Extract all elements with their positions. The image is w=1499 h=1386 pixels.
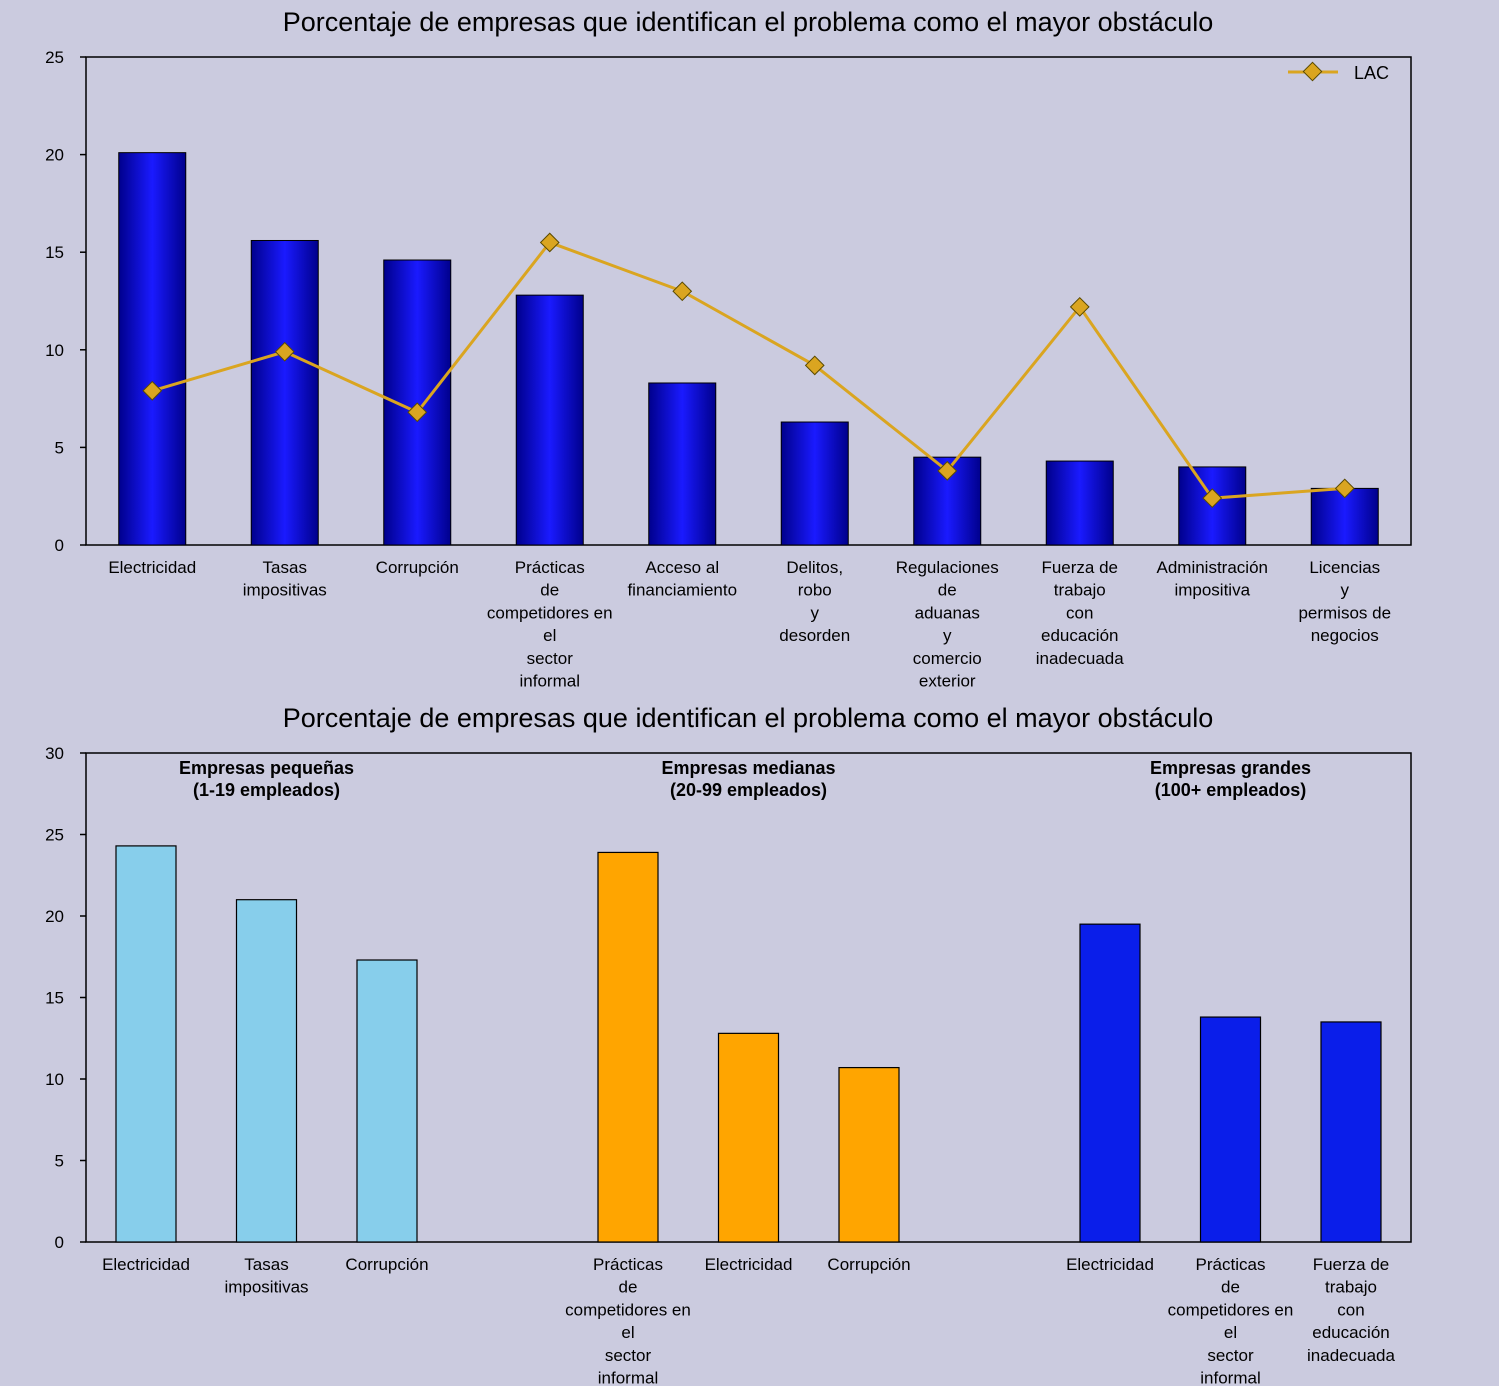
chart-bottom-category-label-1-2: Tasas impositivas (224, 1255, 308, 1297)
chart-top-category-label-9: Administración impositiva (1157, 558, 1269, 600)
chart-top-category-label-6: Delitos, robo y desorden (779, 558, 850, 645)
chart-top-y-tick-label-15: 15 (45, 243, 64, 262)
chart-top-category-label-10: Licencias y permisos de negocios (1298, 558, 1391, 645)
chart-bottom-category-label-2-1: Prácticas de competidores en el sector inform… (565, 1255, 691, 1386)
chart-bottom: Porcentaje de empresas que identifican e… (45, 703, 1412, 1386)
chart-top-category-label-3: Corrupción (376, 558, 459, 577)
chart-bottom-bar-1-1 (115, 845, 177, 1243)
chart-bottom-group-labels: Empresas pequeñas (1-19 empleados) Empresa… (179, 758, 1311, 800)
chart-bottom-bar-1-3 (356, 959, 418, 1243)
chart-top-bar-1 (118, 152, 187, 546)
chart-top-category-label-1: Electricidad (108, 558, 196, 577)
chart-bottom-group-label-1: Empresas pequeñas (1-19 empleados) (179, 758, 354, 800)
chart-bottom-y-axis: 0 5 10 15 20 25 30 (45, 744, 86, 1252)
chart-bottom-y-tick-label-15: 15 (45, 989, 64, 1008)
chart-top-lac-point-2 (274, 341, 295, 362)
chart-top-lac-point-8 (1069, 296, 1090, 317)
chart-top: Porcentaje de empresas que identifican e… (45, 7, 1412, 691)
chart-top-category-labels: Electricidad Tasas impositivas Corrupción Pr… (108, 558, 1391, 691)
chart-top-bars (118, 152, 1379, 546)
chart-bottom-bar-2-1 (597, 851, 659, 1243)
chart-top-lac-point-4 (539, 232, 560, 253)
chart-top-y-tick-label-0: 0 (55, 536, 64, 555)
chart-top-lac-point-7 (937, 460, 958, 481)
chart-top-category-label-5: Acceso al financiamiento (627, 558, 737, 600)
chart-top-lac-point-10 (1334, 478, 1355, 499)
chart-bottom-group-label-2: Empresas medianas (20-99 empleados) (661, 758, 835, 800)
chart-bottom-bar-3-3 (1320, 1021, 1382, 1243)
chart-top-y-axis: 0 5 10 15 20 25 (45, 48, 86, 555)
chart-top-y-tick-label-20: 20 (45, 146, 64, 165)
legend-label-lac: LAC (1354, 63, 1389, 83)
chart-top-y-tick-label-25: 25 (45, 48, 64, 67)
chart-top-lac-point-1 (142, 380, 163, 401)
chart-bottom-category-label-1-3: Corrupción (345, 1255, 428, 1274)
chart-top-category-label-2: Tasas impositivas (243, 558, 327, 600)
chart-bottom-category-label-3-3: Fuerza de trabajo con educación inadecuada (1307, 1255, 1395, 1365)
chart-bottom-bar-2-2 (717, 1032, 780, 1243)
chart-top-category-label-4: Prácticas de competidores en el sector inform… (487, 558, 613, 691)
chart-top-bar-4 (515, 294, 584, 546)
chart-bottom-y-tick-label-25: 25 (45, 826, 64, 845)
legend-marker-lac (1302, 61, 1323, 82)
chart-bottom-group-label-3: Empresas grandes (100+ empleados) (1150, 758, 1311, 800)
chart-bottom-y-tick-label-5: 5 (55, 1152, 64, 1171)
chart-bottom-bar-1-2 (235, 899, 298, 1243)
chart-top-legend: LAC (1288, 61, 1389, 83)
chart-bottom-bar-3-1 (1079, 923, 1141, 1243)
chart-bottom-bars (115, 845, 1382, 1243)
chart-top-title: Porcentaje de empresas que identifican e… (283, 7, 1214, 37)
chart-top-bar-2 (250, 239, 319, 546)
chart-bottom-y-tick-label-0: 0 (55, 1233, 64, 1252)
chart-bottom-category-label-2-2: Electricidad (705, 1255, 793, 1274)
chart-top-lac-series (142, 232, 1355, 509)
chart-bottom-category-label-3-2: Prácticas de competidores en el sector inform… (1168, 1255, 1294, 1386)
chart-bottom-y-tick-label-30: 30 (45, 744, 64, 763)
chart-top-lac-point-9 (1202, 488, 1223, 509)
chart-bottom-title: Porcentaje de empresas que identifican e… (283, 703, 1214, 733)
chart-top-lac-line (151, 240, 1345, 500)
chart-bottom-bar-3-2 (1199, 1016, 1262, 1243)
chart-bottom-y-tick-label-10: 10 (45, 1070, 64, 1089)
chart-top-lac-point-3 (407, 402, 428, 423)
chart-top-bar-6 (780, 421, 849, 546)
chart-top-category-label-8: Fuerza de trabajo con educación inadecuada (1036, 558, 1124, 668)
chart-top-lac-point-5 (672, 281, 693, 302)
chart-top-lac-point-6 (804, 355, 825, 376)
chart-bottom-category-label-1-1: Electricidad (102, 1255, 190, 1274)
chart-top-bar-5 (648, 382, 717, 546)
chart-bottom-y-tick-label-20: 20 (45, 907, 64, 926)
chart-bottom-category-labels: Electricidad Tasas impositivas Corrupción Pr… (102, 1255, 1395, 1386)
chart-top-y-tick-label-5: 5 (55, 438, 64, 457)
chart-bottom-bar-2-3 (838, 1066, 900, 1243)
chart-top-bar-8 (1045, 460, 1114, 546)
chart-bottom-category-label-3-1: Electricidad (1066, 1255, 1154, 1274)
chart-top-category-label-7: Regulaciones de aduanas y comercio exterior (896, 558, 999, 691)
chart-top-y-tick-label-10: 10 (45, 341, 64, 360)
chart-bottom-category-label-2-3: Corrupción (827, 1255, 910, 1274)
